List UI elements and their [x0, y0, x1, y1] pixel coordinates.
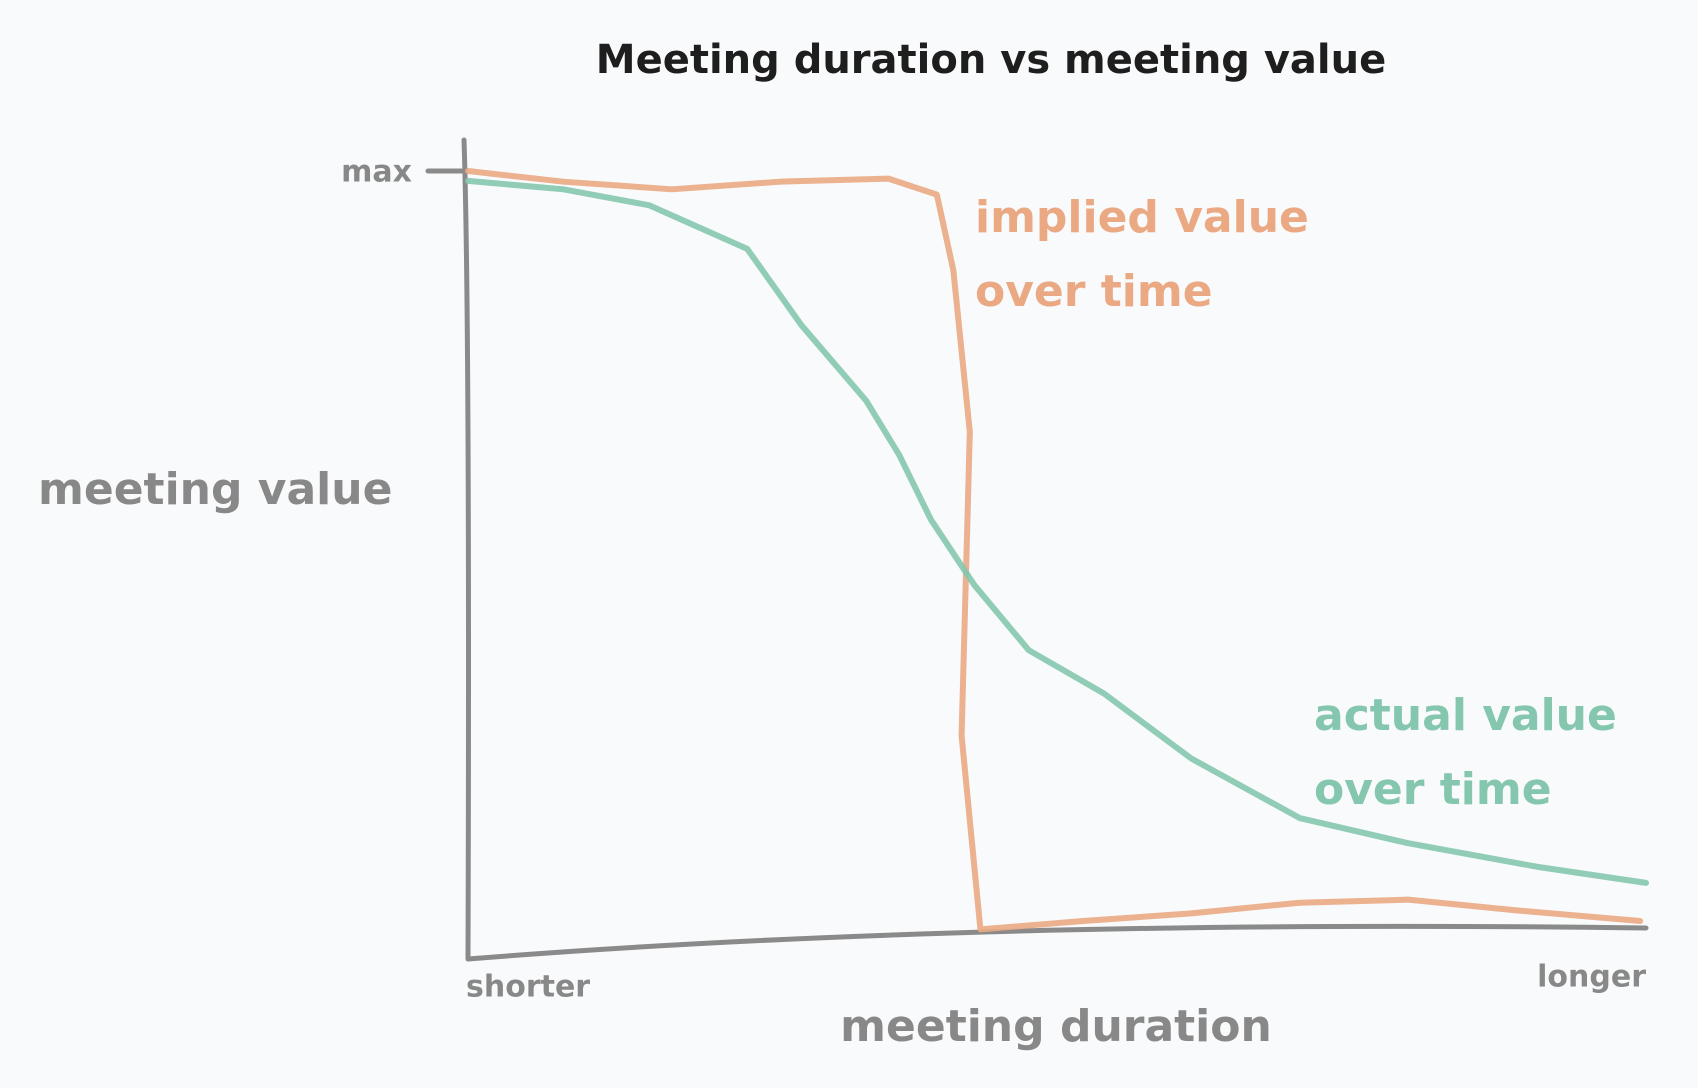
y-tick-label: max	[341, 155, 412, 190]
chart-title: Meeting duration vs meeting value	[596, 37, 1386, 83]
x-axis	[465, 923, 1649, 962]
y-axis-title: meeting value	[38, 464, 392, 515]
series-label: actual value over time	[1314, 690, 1617, 815]
series-label: implied value over time	[975, 192, 1309, 317]
series-line	[465, 168, 1644, 933]
y-axis	[461, 137, 471, 961]
x-tick-label: longer	[1537, 960, 1646, 995]
x-tick-label: shorter	[466, 970, 590, 1005]
x-axis-title: meeting duration	[840, 1001, 1272, 1052]
series-line	[465, 177, 1649, 886]
